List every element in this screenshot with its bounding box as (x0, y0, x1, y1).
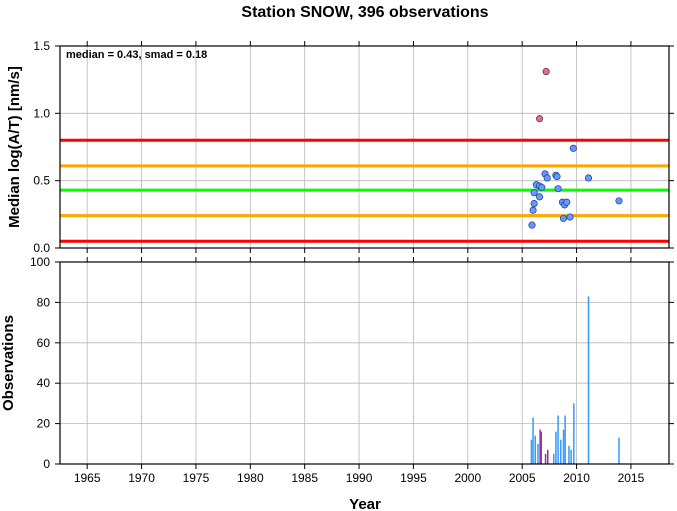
x-tick-label: 2005 (509, 471, 536, 485)
x-tick-label: 1990 (346, 471, 373, 485)
data-point (530, 200, 538, 208)
y-tick-label: 20 (37, 417, 51, 431)
x-tick-label: 1980 (237, 471, 264, 485)
bar (532, 417, 534, 464)
data-point (542, 68, 550, 76)
y-tick-label: 60 (37, 336, 51, 350)
x-tick-label: 1995 (400, 471, 427, 485)
bar (540, 431, 542, 464)
top-y-ticks: 0.0 0.5 1.0 1.5 (33, 39, 674, 255)
bottom-y-ticks: 0 20 40 60 80 100 (30, 255, 674, 471)
bar (534, 435, 536, 464)
top-data-points (528, 68, 623, 229)
bar (564, 415, 566, 464)
data-point (566, 213, 574, 221)
data-point (569, 144, 577, 152)
top-grid (60, 45, 669, 249)
x-tick-label: 1975 (183, 471, 210, 485)
bar (570, 449, 572, 464)
data-point (563, 198, 571, 206)
bar (568, 445, 570, 464)
y-tick-label: 100 (30, 255, 50, 269)
x-tick-label: 1965 (74, 471, 101, 485)
bar (562, 429, 565, 464)
bottom-y-axis-label: Observations (0, 315, 17, 411)
bar (618, 437, 620, 464)
data-point (584, 174, 593, 182)
stats-annotation: median = 0.43, smad = 0.18 (66, 49, 207, 61)
bar (573, 403, 575, 464)
y-tick-label: 0.5 (33, 174, 50, 188)
bottom-panel: 0 20 40 60 80 100 1965 1970 1975 1980 1985 1990 199… (0, 255, 674, 511)
bar (530, 439, 533, 464)
data-point (615, 197, 623, 205)
data-point (554, 185, 562, 193)
x-tick-label: 1985 (291, 471, 318, 485)
top-y-axis-label: Median log(A/T) [nm/s] (6, 66, 23, 228)
bottom-plot-frame (59, 261, 670, 465)
bar (544, 453, 547, 464)
bar (546, 449, 549, 464)
chart-title: Station SNOW, 396 observations (241, 4, 488, 21)
x-tick-label: 1970 (128, 471, 155, 485)
y-tick-label: 0 (43, 457, 50, 471)
data-point (529, 206, 537, 214)
bottom-bars (530, 296, 620, 464)
data-point (536, 193, 544, 201)
x-tick-label: 2000 (454, 471, 481, 485)
bottom-grid (60, 261, 669, 465)
bar (560, 439, 562, 464)
x-tick-label: 2015 (618, 471, 645, 485)
top-plot-frame (59, 45, 670, 249)
y-tick-label: 80 (37, 295, 51, 309)
data-point (553, 173, 561, 181)
data-point (530, 189, 538, 197)
y-tick-label: 40 (37, 376, 51, 390)
data-point (536, 115, 544, 123)
top-panel: 0.00.51.01.5 median = 0.43, smad = 0.18 … (6, 39, 674, 255)
y-tick-label: 1.0 (33, 106, 50, 120)
data-point (538, 183, 546, 191)
data-point (543, 174, 551, 182)
y-tick-label: 1.5 (33, 39, 50, 53)
y-tick-label: 0.0 (33, 241, 50, 255)
bar (552, 453, 555, 464)
bottom-x-ticks: 1965 1970 1975 1980 1985 1990 1995 2000 2005 2010… (74, 257, 645, 485)
data-point (559, 214, 568, 222)
bar (539, 429, 541, 464)
x-axis-label: Year (349, 496, 381, 511)
bar (557, 415, 559, 464)
data-point (528, 221, 536, 229)
bar (587, 296, 590, 464)
x-tick-label: 2010 (563, 471, 590, 485)
top-reference-lines (60, 138, 669, 243)
bar (555, 431, 557, 464)
bar (537, 443, 539, 464)
